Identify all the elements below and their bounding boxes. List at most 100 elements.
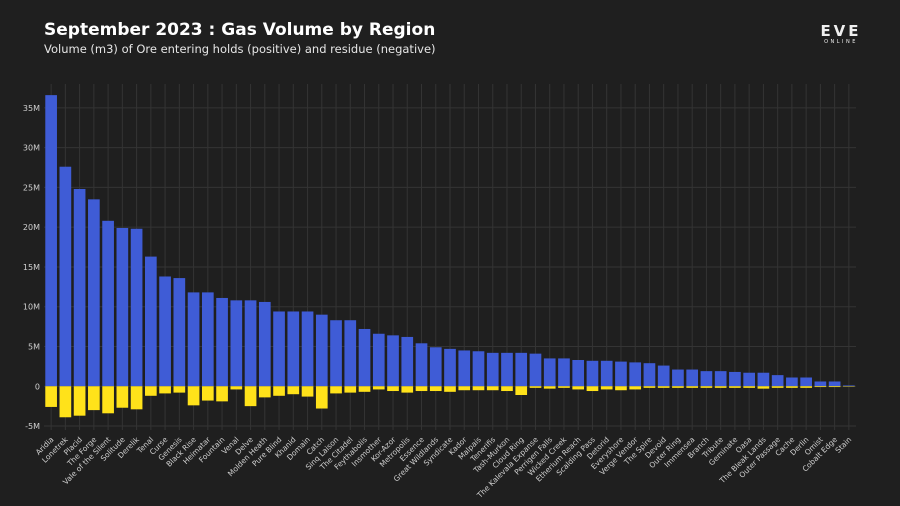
bar-negative xyxy=(330,386,342,394)
bar-positive xyxy=(187,292,200,387)
bar-positive xyxy=(672,369,684,387)
y-tick-label: 10M xyxy=(23,303,40,312)
bar-negative xyxy=(486,386,499,391)
bar-positive xyxy=(429,347,442,387)
y-axis-ticks: -5M 0 5M 10M 15M 20M 25M 30M 35M xyxy=(23,104,40,431)
bar-negative xyxy=(743,386,755,388)
y-tick-label: -5M xyxy=(25,422,40,431)
bar-negative xyxy=(387,386,399,392)
bar-positive xyxy=(529,353,542,387)
bar-positive xyxy=(216,297,228,387)
bar-negative xyxy=(116,386,129,408)
bar-positive xyxy=(700,371,713,387)
bar-negative xyxy=(444,386,456,392)
bar-positive xyxy=(686,369,699,387)
bar-negative xyxy=(244,386,257,407)
bar-positive xyxy=(643,363,656,387)
y-tick-label: 20M xyxy=(23,223,40,232)
bar-negative xyxy=(315,386,328,409)
bar-negative xyxy=(529,386,542,388)
bar-negative xyxy=(757,386,770,389)
bar-negative xyxy=(258,386,271,398)
bar-positive xyxy=(843,385,855,387)
bar-positive xyxy=(771,375,784,387)
bar-positive xyxy=(88,199,100,387)
chart-subtitle: Volume (m3) of Ore entering holds (posit… xyxy=(44,42,436,56)
bar-positive xyxy=(244,300,257,387)
logo-sub-text: ONLINE xyxy=(824,39,858,45)
bar-positive xyxy=(572,360,585,387)
bar-positive xyxy=(258,301,271,387)
bar-negative xyxy=(273,386,285,396)
bar-positive xyxy=(273,311,285,387)
x-category-label: Stain xyxy=(833,435,853,455)
bar-positive xyxy=(173,278,186,387)
bar-positive xyxy=(458,350,471,387)
bar-positive xyxy=(344,320,357,387)
bar-positive xyxy=(201,292,214,387)
bar-negative xyxy=(771,386,784,388)
bar-positive xyxy=(543,358,556,387)
bar-negative xyxy=(629,386,642,390)
bar-positive xyxy=(230,300,243,387)
bar-positive xyxy=(786,377,798,387)
bar-negative xyxy=(501,386,513,392)
bar-positive xyxy=(814,381,827,387)
bar-negative xyxy=(786,386,798,388)
bar-positive xyxy=(387,335,399,387)
bar-negative xyxy=(657,386,670,388)
bar-positive xyxy=(586,360,599,387)
bar-positive xyxy=(486,352,499,387)
bars xyxy=(45,95,855,418)
bar-positive xyxy=(615,361,627,387)
bar-positive xyxy=(301,311,314,387)
y-tick-label: 30M xyxy=(23,144,40,153)
bar-positive xyxy=(45,95,57,387)
bar-positive xyxy=(102,220,114,387)
bar-negative xyxy=(814,386,827,388)
bar-negative xyxy=(415,386,428,392)
bar-positive xyxy=(401,336,414,387)
bar-positive xyxy=(472,351,485,387)
bar-positive xyxy=(600,360,613,387)
bar-negative xyxy=(729,386,741,388)
bar-negative xyxy=(515,386,528,396)
chart-title: September 2023 : Gas Volume by Region xyxy=(44,20,436,40)
bar-negative xyxy=(429,386,442,392)
bar-negative xyxy=(173,386,186,393)
bar-positive xyxy=(287,311,300,387)
bar-negative xyxy=(643,386,656,388)
bar-negative xyxy=(700,386,713,388)
bar-negative xyxy=(600,386,613,390)
bar-negative xyxy=(73,386,86,416)
bar-positive xyxy=(330,320,342,387)
bar-positive xyxy=(145,256,157,387)
bar-positive xyxy=(757,372,770,387)
bar-negative xyxy=(102,386,114,414)
bar-negative xyxy=(714,386,727,388)
bar-negative xyxy=(586,386,599,392)
bar-negative xyxy=(800,386,812,388)
bar-positive xyxy=(415,343,428,387)
y-tick-label: 5M xyxy=(28,342,40,351)
bar-negative xyxy=(401,386,414,393)
bar-positive xyxy=(116,227,129,387)
eve-online-logo: EVE ONLINE xyxy=(812,24,870,48)
bar-negative xyxy=(216,386,228,402)
bar-negative xyxy=(88,386,100,411)
y-tick-label: 25M xyxy=(23,183,40,192)
bar-positive xyxy=(358,328,371,387)
y-tick-label: 0 xyxy=(35,382,40,391)
bar-positive xyxy=(629,362,642,387)
bar-positive xyxy=(743,372,755,387)
logo-main-text: EVE xyxy=(820,22,862,40)
bar-negative xyxy=(358,386,371,392)
bar-negative xyxy=(572,386,585,390)
bar-negative xyxy=(472,386,485,391)
bar-negative xyxy=(615,386,627,391)
bar-negative xyxy=(372,386,385,390)
bar-negative xyxy=(159,386,171,394)
bar-positive xyxy=(714,371,727,387)
